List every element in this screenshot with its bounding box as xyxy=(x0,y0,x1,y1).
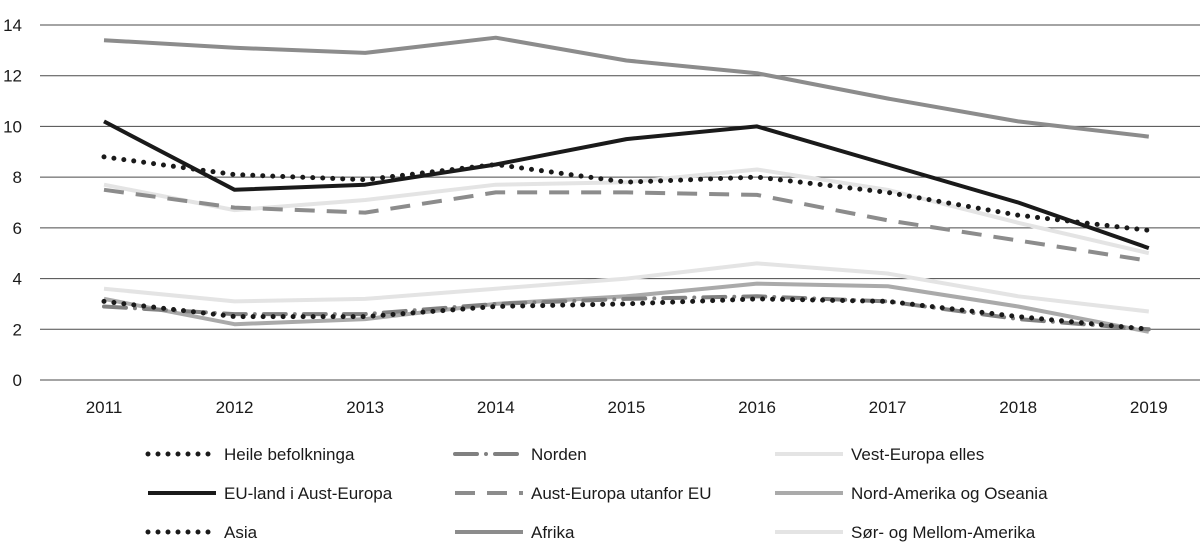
legend: Heile befolkninga Norden Vest-Europa elles… xyxy=(145,445,1048,542)
legend-item: Afrika xyxy=(455,523,575,542)
legend-label: Vest-Europa elles xyxy=(851,445,984,464)
y-tick-label: 6 xyxy=(13,219,22,238)
y-tick-label: 4 xyxy=(13,270,22,289)
x-tick-label: 2012 xyxy=(216,398,254,417)
series-line-8 xyxy=(103,261,1150,314)
y-tick-label: 10 xyxy=(3,117,22,136)
legend-label: Asia xyxy=(224,523,258,542)
x-tick-label: 2017 xyxy=(869,398,907,417)
x-tick-label: 2015 xyxy=(607,398,645,417)
x-tick-label: 2018 xyxy=(999,398,1037,417)
legend-label: Afrika xyxy=(531,523,575,542)
series-line-2 xyxy=(103,167,1150,256)
x-axis-tick-labels: 2011 2012 2013 2014 2015 2016 2017 2018 2019 xyxy=(86,398,1168,417)
legend-label: Aust-Europa utanfor EU xyxy=(531,484,711,503)
legend-label: EU-land i Aust-Europa xyxy=(224,484,393,503)
grid-lines xyxy=(40,24,1200,381)
legend-label: Sør- og Mellom-Amerika xyxy=(851,523,1036,542)
legend-label: Nord-Amerika og Oseania xyxy=(851,484,1048,503)
legend-item: EU-land i Aust-Europa xyxy=(148,484,393,503)
legend-label: Norden xyxy=(531,445,587,464)
x-tick-label: 2016 xyxy=(738,398,776,417)
legend-item: Heile befolkninga xyxy=(145,445,355,464)
series-line-4 xyxy=(103,187,1150,263)
legend-label: Heile befolkninga xyxy=(224,445,355,464)
series-line-7 xyxy=(103,35,1150,139)
legend-item: Sør- og Mellom-Amerika xyxy=(775,523,1036,542)
y-axis-tick-labels: 0 2 4 6 8 10 12 14 xyxy=(3,16,22,390)
y-tick-label: 2 xyxy=(13,320,22,339)
legend-item: Aust-Europa utanfor EU xyxy=(455,484,711,503)
series-lines xyxy=(101,35,1152,334)
series-line-5 xyxy=(103,281,1150,334)
legend-item: Norden xyxy=(453,445,587,464)
x-tick-label: 2011 xyxy=(86,398,123,417)
legend-item: Vest-Europa elles xyxy=(775,445,984,464)
x-tick-label: 2013 xyxy=(346,398,384,417)
y-tick-label: 8 xyxy=(13,168,22,187)
x-tick-label: 2014 xyxy=(477,398,515,417)
legend-item: Nord-Amerika og Oseania xyxy=(775,484,1048,503)
y-tick-label: 12 xyxy=(3,67,22,86)
series-line-3 xyxy=(103,119,1150,250)
y-tick-label: 14 xyxy=(3,16,22,35)
series-line-1 xyxy=(102,294,1151,332)
x-tick-label: 2019 xyxy=(1130,398,1168,417)
y-tick-label: 0 xyxy=(13,371,22,390)
legend-item: Asia xyxy=(145,523,258,542)
